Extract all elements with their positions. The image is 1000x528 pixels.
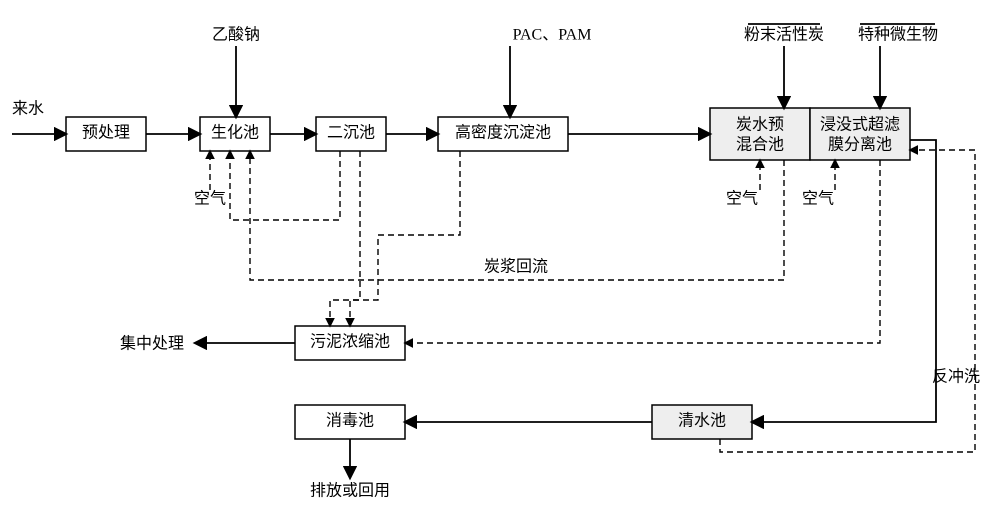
membrane-to-sludge: [405, 160, 880, 343]
membrane-label2: 膜分离池: [828, 136, 892, 154]
air1-label: 空气: [194, 190, 226, 208]
discharge-label: 排放或回用: [310, 482, 390, 500]
carbon-label: 粉末活性炭: [744, 26, 824, 44]
biochem-label: 生化池: [211, 124, 259, 142]
membrane-to-clearwater: [752, 140, 936, 422]
membrane-label1: 浸没式超滤: [820, 116, 900, 134]
premix-label2: 混合池: [736, 136, 784, 154]
flow-diagram: 预处理 生化池 二沉池 高密度沉淀池 炭水预 混合池 浸没式超滤 膜分离池 污泥…: [0, 0, 1000, 528]
sludge-label: 污泥浓缩池: [310, 333, 390, 351]
microbes-label: 特种微生物: [858, 26, 938, 44]
air3-label: 空气: [802, 190, 834, 208]
inlet-label: 来水: [12, 100, 44, 118]
pretreatment-label: 预处理: [82, 124, 130, 142]
premix-label1: 炭水预: [736, 116, 784, 134]
secondary-label: 二沉池: [327, 124, 375, 142]
air2-label: 空气: [726, 190, 758, 208]
hd-to-sludge: [350, 151, 460, 326]
secondary-return: [230, 151, 340, 220]
highdensity-label: 高密度沉淀池: [455, 124, 551, 142]
sodium-acetate-label: 乙酸钠: [212, 26, 260, 44]
pac-pam-label: PAC、PAM: [513, 27, 592, 44]
clearwater-label: 清水池: [678, 412, 726, 430]
disposal-label: 集中处理: [120, 335, 184, 353]
disinfect-label: 消毒池: [326, 412, 374, 430]
return-label: 炭浆回流: [484, 258, 548, 276]
backwash-label: 反冲洗: [932, 368, 980, 386]
